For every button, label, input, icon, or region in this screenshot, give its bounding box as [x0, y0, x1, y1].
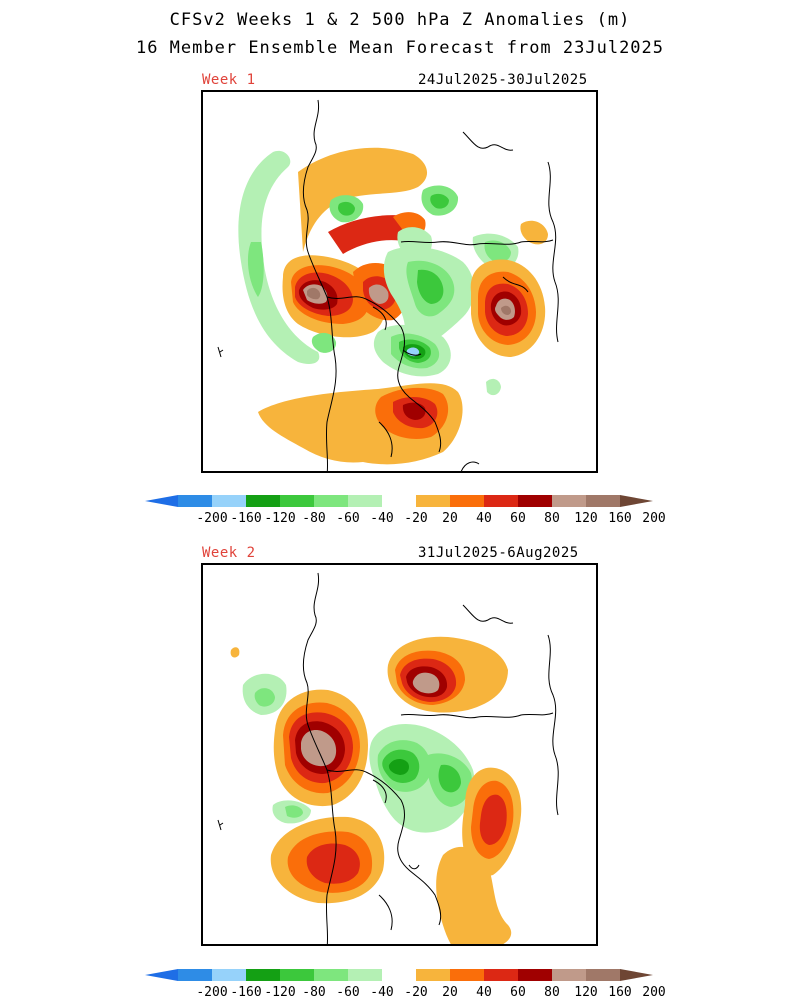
colorbar-swatch	[212, 969, 246, 981]
colorbar-swatch	[348, 495, 382, 507]
colorbar-swatch	[280, 495, 314, 507]
map-week1	[201, 90, 598, 473]
colorbar-tick-label: 80	[544, 511, 560, 526]
panel-week2-label: Week 2	[202, 545, 256, 561]
panel-week1-date-range: 24Jul2025-30Jul2025	[418, 72, 588, 88]
colorbar-swatch	[314, 495, 348, 507]
colorbar-week2: -200 -160 -120 -80 -60 -40 -20 20 40 60 80 120 160 20…	[145, 965, 666, 1000]
colorbar-swatch	[484, 495, 518, 507]
colorbar-tick-label: 200	[642, 985, 666, 1000]
colorbar-tick-label: 40	[476, 985, 492, 1000]
colorbar-swatch	[382, 495, 416, 507]
colorbar-tick-label: -120	[264, 985, 296, 1000]
chart-title: CFSv2 Weeks 1 & 2 500 hPa Z Anomalies (m…	[169, 10, 631, 30]
colorbar-week1: -200 -160 -120 -80 -60 -40 -20 20 40 60 80 120 160 20…	[145, 491, 666, 526]
anomaly-contours-week2	[230, 636, 522, 944]
colorbar-tick-label: -60	[336, 985, 360, 1000]
panel-week1-label: Week 1	[202, 72, 256, 88]
colorbar-tick-label: 160	[608, 511, 632, 526]
colorbar-tick-label: -160	[230, 985, 262, 1000]
colorbar-high-arrow	[620, 495, 653, 507]
colorbar-swatch	[484, 969, 518, 981]
colorbar-swatch	[552, 495, 586, 507]
anomaly-contours-week1	[238, 141, 548, 471]
colorbar-tick-label: 120	[574, 985, 598, 1000]
coastlines-week2	[217, 572, 559, 944]
colorbar-tick-label: 20	[442, 985, 458, 1000]
colorbar-labels-week1: -200 -160 -120 -80 -60 -40 -20 20 40 60 80 120 160 20…	[145, 511, 665, 527]
coastlines-week1	[217, 99, 559, 471]
colorbar-swatch	[246, 969, 280, 981]
colorbar-tick-label: 80	[544, 985, 560, 1000]
colorbar-tick-label: -200	[196, 511, 228, 526]
colorbar-tick-label: -40	[370, 985, 394, 1000]
colorbar-swatch	[178, 495, 212, 507]
colorbar-swatch	[348, 969, 382, 981]
colorbar-tick-label: 40	[476, 511, 492, 526]
colorbar-high-arrow	[620, 969, 653, 981]
colorbar-tick-label: -40	[370, 511, 394, 526]
colorbar-low-arrow	[145, 969, 178, 981]
colorbar-labels-week2: -200 -160 -120 -80 -60 -40 -20 20 40 60 80 120 160 20…	[145, 985, 665, 1001]
colorbar-swatch	[586, 495, 620, 507]
colorbar-swatch	[552, 969, 586, 981]
colorbar-tick-label: 20	[442, 511, 458, 526]
colorbar-swatch	[450, 969, 484, 981]
colorbar-swatch	[246, 495, 280, 507]
colorbar-low-arrow	[145, 495, 178, 507]
colorbar-swatch	[450, 495, 484, 507]
anomaly-map-week1	[217, 99, 559, 471]
colorbar-swatch	[382, 969, 416, 981]
chart-subtitle: 16 Member Ensemble Mean Forecast from 23…	[135, 38, 665, 58]
map-week2	[201, 563, 598, 946]
colorbar-tick-label: -160	[230, 511, 262, 526]
colorbar-swatches-week2	[145, 969, 653, 981]
colorbar-swatch	[586, 969, 620, 981]
colorbar-tick-label: 200	[642, 511, 666, 526]
anomaly-map-week2	[217, 572, 559, 944]
colorbar-swatches-week1	[145, 495, 653, 507]
colorbar-tick-label: -60	[336, 511, 360, 526]
colorbar-swatch	[212, 495, 246, 507]
colorbar-swatch	[280, 969, 314, 981]
colorbar-tick-label: -80	[302, 985, 326, 1000]
colorbar-tick-label: -200	[196, 985, 228, 1000]
panel-week2-date-range: 31Jul2025-6Aug2025	[418, 545, 579, 561]
colorbar-tick-label: -20	[404, 511, 428, 526]
colorbar-tick-label: 60	[510, 511, 526, 526]
colorbar-tick-label: -80	[302, 511, 326, 526]
colorbar-swatch	[518, 495, 552, 507]
colorbar-tick-label: -20	[404, 985, 428, 1000]
colorbar-swatch	[416, 969, 450, 981]
colorbar-swatch	[518, 969, 552, 981]
colorbar-swatch	[314, 969, 348, 981]
colorbar-tick-label: 160	[608, 985, 632, 1000]
colorbar-tick-label: -120	[264, 511, 296, 526]
colorbar-swatch	[178, 969, 212, 981]
colorbar-tick-label: 120	[574, 511, 598, 526]
colorbar-tick-label: 60	[510, 985, 526, 1000]
colorbar-swatch	[416, 495, 450, 507]
